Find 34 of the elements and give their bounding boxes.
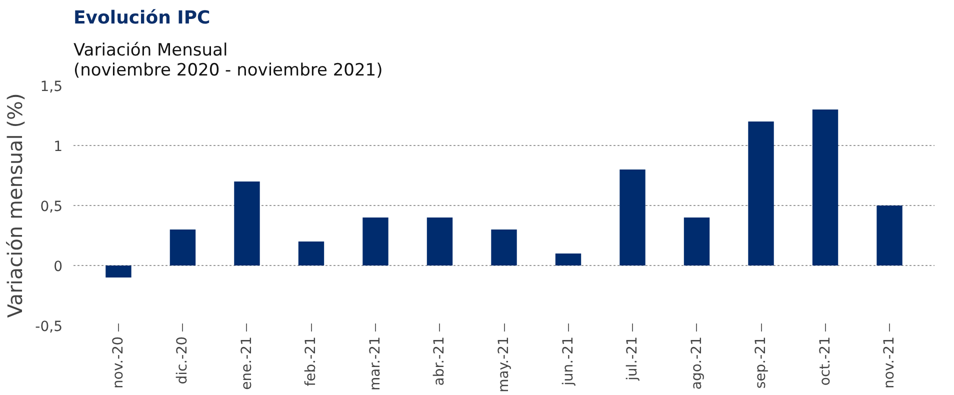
bar: [362, 218, 388, 266]
x-tick-label: sep.-21: [753, 336, 770, 389]
bar: [555, 254, 582, 266]
y-axis-title: Variación mensual (%): [3, 93, 28, 318]
x-tick-label: jun.-21: [560, 336, 576, 386]
y-tick-label: 1,5: [40, 79, 62, 95]
chart-subtitle: Variación Mensual (noviembre 2020 - noviembre 2021): [74, 40, 383, 80]
y-tick-label: 0: [54, 259, 63, 275]
x-tick-label: ene.-21: [238, 336, 255, 390]
y-tick-label: 1: [54, 139, 63, 155]
x-tick-label: abr.-21: [432, 336, 448, 386]
bar: [748, 122, 774, 266]
x-tick-label: jul.-21: [624, 336, 641, 382]
bar: [812, 110, 838, 266]
bar: [876, 206, 902, 266]
x-tick-label: dic.-20: [174, 336, 191, 384]
x-tick-label: feb.-21: [303, 336, 320, 386]
bar: [684, 218, 710, 266]
y-tick-label: 0,5: [40, 199, 62, 215]
x-tick-label: oct.-21: [817, 336, 834, 386]
x-tick-label: nov.-20: [110, 336, 126, 388]
x-tick-label: may.-21: [496, 336, 512, 392]
bar: [298, 242, 324, 266]
bar: [106, 266, 132, 278]
bar: [170, 230, 196, 266]
chart-title: Evolución IPC: [74, 8, 210, 28]
bar: [491, 230, 517, 266]
x-tick-label: mar.-21: [367, 336, 384, 391]
bar: [426, 218, 453, 266]
bar: [234, 182, 260, 266]
x-tick-label: ago.-21: [688, 336, 705, 390]
bar: [620, 170, 646, 266]
y-tick-label: -0,5: [35, 319, 63, 335]
x-tick-label: nov.-21: [882, 336, 898, 388]
